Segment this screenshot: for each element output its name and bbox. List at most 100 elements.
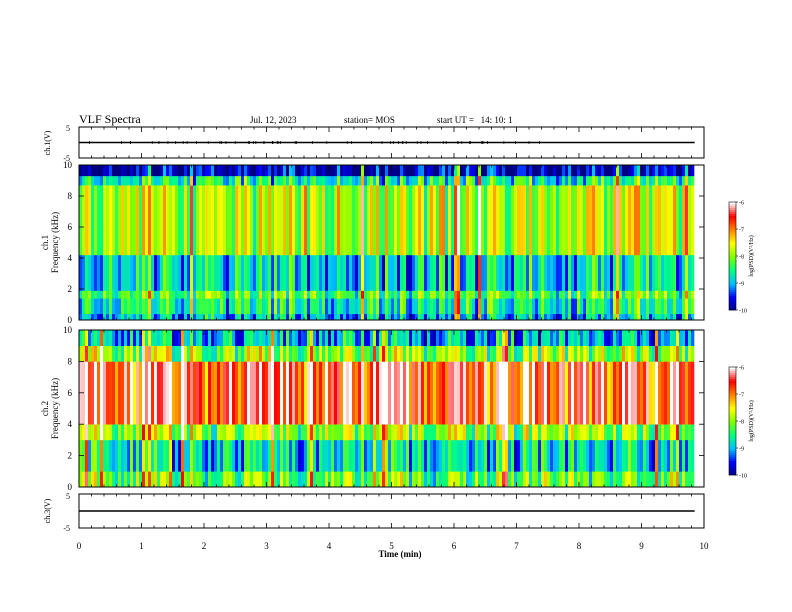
spectrogram-cell — [661, 330, 665, 346]
spectrogram-cell — [478, 313, 482, 321]
spectrogram-cell — [406, 175, 410, 186]
spectrogram-cell — [178, 254, 182, 291]
ch1-ytick-label: 5 — [66, 124, 70, 133]
y-tick-label: 6 — [68, 222, 73, 232]
spectrogram-cell — [253, 471, 257, 488]
spectrogram-cell — [526, 313, 530, 321]
spectrogram-cell — [220, 345, 224, 362]
spectrogram-cell — [685, 290, 689, 299]
spectrogram-cell — [520, 330, 524, 346]
spectrogram-cell — [160, 313, 164, 321]
spectrogram-cell — [373, 361, 377, 425]
spectrogram-cell — [115, 439, 119, 472]
spectrogram-cell — [655, 439, 659, 472]
colorbar-swatch — [729, 369, 736, 372]
spectrogram-cell — [418, 254, 422, 291]
colorbar-tick-label: -9 — [739, 282, 744, 288]
spectrogram-cell — [364, 439, 368, 472]
colorbar-tick-label: -6 — [739, 366, 744, 372]
spectrogram-cell — [283, 298, 287, 315]
spectrogram-cell — [91, 298, 95, 315]
spectrogram-cell — [259, 330, 263, 346]
spectrogram-cell — [157, 424, 161, 441]
spectrogram-cell — [475, 361, 479, 425]
spectrogram-cell — [688, 185, 692, 256]
spectrogram-cell — [298, 313, 302, 321]
spectrogram-cell — [457, 439, 461, 472]
spectrogram-cell — [265, 254, 269, 291]
spectrogram-cell — [667, 313, 671, 321]
spectrogram-cell — [424, 185, 428, 256]
spectrogram-cell — [268, 439, 272, 472]
spectrogram-cell — [625, 290, 629, 299]
spectrogram-cell — [517, 471, 521, 488]
spectrogram-cell — [127, 175, 131, 186]
spectrogram-cell — [583, 290, 587, 299]
spectrogram-cell — [418, 175, 422, 186]
spectrogram-cell — [607, 175, 611, 186]
spectrogram-cell — [634, 424, 638, 441]
spectrogram-cell — [415, 290, 419, 299]
spectrogram-cell — [265, 290, 269, 299]
spectrogram-cell — [373, 290, 377, 299]
spectrogram-cell — [121, 185, 125, 256]
spectrogram-cell — [202, 290, 206, 299]
spectrogram-cell — [508, 345, 512, 362]
spectrogram-cell — [664, 345, 668, 362]
spectrogram-cell — [187, 345, 191, 362]
spectrogram-cell — [208, 439, 212, 472]
spectrogram-cell — [604, 185, 608, 256]
spectrogram-cell — [499, 439, 503, 472]
spectrogram-cell — [469, 424, 473, 441]
spectrogram-cell — [652, 290, 656, 299]
colorbar-swatch — [729, 308, 736, 311]
spectrogram-cell — [517, 165, 521, 177]
spectrogram-cell — [418, 471, 422, 488]
colorbar-swatch — [729, 214, 736, 217]
spectrogram-cell — [649, 361, 653, 425]
spectrogram-cell — [295, 290, 299, 299]
spectrogram-cell — [205, 298, 209, 315]
spectrogram-cell — [547, 345, 551, 362]
spectrogram-cell — [385, 424, 389, 441]
spectrogram-cell — [583, 313, 587, 321]
spectrogram-cell — [130, 330, 134, 346]
spectrogram-cell — [442, 345, 446, 362]
spectrogram-cell — [196, 471, 200, 488]
spectrogram-cell — [262, 290, 266, 299]
spectrogram-cell — [130, 471, 134, 488]
spectrogram-cell — [322, 165, 326, 177]
spectrogram-cell — [535, 313, 539, 321]
spectrogram-cell — [349, 290, 353, 299]
spectrogram-cell — [229, 361, 233, 425]
spectrogram-cell — [373, 330, 377, 346]
spectrogram-cell — [340, 175, 344, 186]
spectrogram-cell — [400, 313, 404, 321]
spectrogram-cell — [256, 298, 260, 315]
spectrogram-cell — [340, 185, 344, 256]
spectrogram-cell — [490, 298, 494, 315]
spectrogram-cell — [79, 330, 83, 346]
spectrogram-cell — [490, 361, 494, 425]
spectrogram-cell — [451, 254, 455, 291]
spectrogram-cell — [133, 439, 137, 472]
spectrogram-cell — [592, 165, 596, 177]
spectrogram-cell — [259, 165, 263, 177]
spectrogram-cell — [595, 254, 599, 291]
ch1-voltage-panel: 5 -5 ch.1(V) — [43, 124, 705, 163]
spectrogram-cell — [175, 439, 179, 472]
spectrogram-cell — [688, 471, 692, 488]
spectrogram-cell — [145, 165, 149, 177]
spectrogram-cell — [442, 424, 446, 441]
spectrogram-cell — [232, 330, 236, 346]
spectrogram-cell — [439, 185, 443, 256]
spectrogram-cell — [256, 471, 260, 488]
spectrogram-cell — [586, 185, 590, 256]
spectrogram-cell — [370, 254, 374, 291]
spectrogram-cell — [259, 345, 263, 362]
spectrogram-cell — [637, 175, 641, 186]
spectrogram-cell — [136, 290, 140, 299]
spectrogram-cell — [295, 313, 299, 321]
spectrogram-cell — [403, 290, 407, 299]
spectrogram-cell — [628, 175, 632, 186]
